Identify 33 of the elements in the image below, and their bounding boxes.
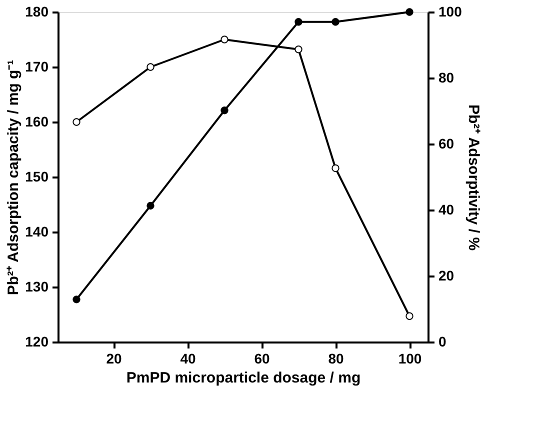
point (406, 312, 414, 320)
point (294, 46, 302, 54)
point (72, 296, 80, 304)
y2-tick-label: 100 (438, 4, 462, 20)
x-tick-label: 100 (398, 350, 422, 366)
y-tick-label: 150 (25, 168, 49, 184)
point (220, 106, 228, 114)
y2-tick-label: 80 (438, 70, 454, 86)
y2-tick-label: 60 (438, 136, 454, 152)
x-tick-label: 40 (180, 350, 196, 366)
y-tick-label: 130 (25, 278, 49, 294)
point (146, 202, 154, 210)
point (332, 164, 340, 172)
point (220, 36, 228, 44)
y2-tick-label: 20 (438, 268, 454, 284)
point (72, 118, 80, 126)
x-tick-label: 20 (106, 350, 122, 366)
x-tick-label: 60 (254, 350, 270, 366)
y-tick-label: 120 (25, 334, 49, 350)
point (294, 18, 302, 26)
x-axis-title: PmPD microparticle dosage / mg (126, 370, 361, 386)
y2-tick-label: 0 (438, 334, 446, 350)
point (406, 8, 414, 16)
y-tick-label: 180 (25, 4, 49, 20)
point (146, 63, 154, 71)
point (332, 18, 340, 26)
y-tick-label: 170 (25, 58, 49, 74)
y-axis-title: Pb²⁺ Adsorption capacity / mg g⁻¹ (5, 60, 22, 296)
y2-axis-title: Pb²⁺ Adsorptivity / % (464, 104, 482, 251)
y-tick-label: 160 (25, 114, 49, 130)
x-tick-label: 80 (328, 350, 344, 366)
y2-tick-label: 40 (438, 202, 454, 218)
y-tick-label: 140 (25, 224, 49, 240)
